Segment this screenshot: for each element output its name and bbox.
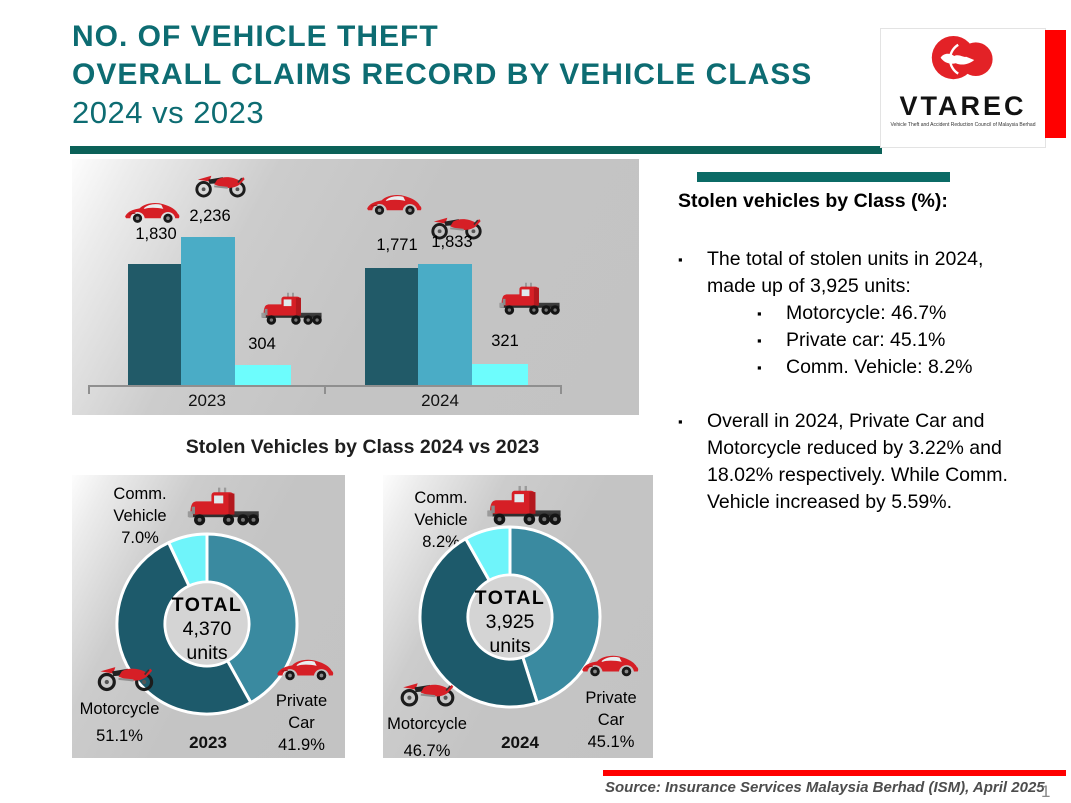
- axis-tick: [324, 385, 326, 394]
- donut-section-heading: Stolen Vehicles by Class 2024 vs 2023: [185, 436, 540, 458]
- vtarec-globe-icon: [931, 36, 993, 80]
- donut-hole: [466, 573, 554, 661]
- logo-tagline: Vehicle Theft and Accident Reduction Cou…: [890, 122, 1036, 128]
- bar-2024-motorcycle: [418, 264, 472, 385]
- bar-2023-comm-vehicle: [235, 365, 291, 385]
- title-line-3: 2024 vs 2023: [72, 95, 265, 130]
- donut-center-total: TOTAL 4,370 units: [171, 594, 243, 664]
- sub-bullet-text: Motorcycle: 46.7%: [786, 302, 947, 324]
- sub-bullet-text: Comm. Vehicle: 8.2%: [786, 356, 973, 378]
- bar-2023-private-car: [128, 264, 181, 385]
- title-line-1: NO. OF VEHICLE THEFT: [72, 20, 439, 53]
- comm-vehicle-label: Comm. Vehicle 7.0%: [113, 485, 167, 547]
- truck-icon: [248, 287, 326, 338]
- bar-value-label: 2,236: [189, 207, 231, 225]
- page-number: 1: [1041, 782, 1051, 801]
- private-car-label: Private Car 41.9%: [275, 692, 328, 754]
- donut-year-label: 2024: [501, 733, 539, 752]
- sub-bullet-item: ▪ Comm. Vehicle: 8.2%: [757, 354, 1050, 381]
- bar-value-label: 1,833: [431, 233, 473, 251]
- page-title: NO. OF VEHICLE THEFT OVERALL CLAIMS RECO…: [72, 18, 812, 132]
- bullet-item: ▪ Overall in 2024, Private Car and Motor…: [678, 408, 1050, 516]
- bullet-text: The total of stolen units in 2024, made …: [707, 248, 984, 297]
- bullet-text: Overall in 2024, Private Car and Motorcy…: [707, 410, 1008, 513]
- car-icon: [579, 643, 643, 690]
- bar-value-label: 321: [491, 332, 519, 350]
- bullet-marker: ▪: [757, 333, 762, 348]
- side-panel-bullets: ▪ The total of stolen units in 2024, mad…: [678, 246, 1050, 516]
- title-line-2: OVERALL CLAIMS RECORD BY VEHICLE CLASS: [72, 58, 813, 91]
- bar-2024-private-car: [365, 268, 418, 385]
- bar-value-label: 1,830: [135, 225, 177, 243]
- header-red-bar: [1045, 30, 1066, 138]
- side-panel-accent-bar: [697, 172, 950, 182]
- donut-2024: [418, 525, 602, 709]
- bar-chart: 1,830 2,236 304 1,771 1,833 321 2023 202…: [72, 159, 639, 415]
- bar-2023-motorcycle: [181, 237, 235, 385]
- logo-wordmark: VTAREC: [899, 91, 1027, 121]
- axis-label-2024: 2024: [421, 391, 459, 410]
- motorcycle-icon: [94, 653, 158, 700]
- sub-bullet-item: ▪ Private car: 45.1%: [757, 327, 1050, 354]
- donut-center-total: TOTAL 3,925 units: [474, 587, 546, 657]
- donut-chart-2023: Comm. Vehicle 7.0% TOTAL 4,370 units Mot…: [72, 475, 345, 758]
- axis-label-2023: 2023: [188, 391, 226, 410]
- bullet-marker: ▪: [678, 414, 683, 429]
- donut-chart-2024: Comm. Vehicle 8.2% TOTAL 3,925 units Mot…: [383, 475, 653, 760]
- bar-value-label: 304: [248, 335, 276, 353]
- footer-red-bar: [603, 770, 1066, 776]
- bar-value-label: 1,771: [376, 236, 418, 254]
- bullet-item: ▪ The total of stolen units in 2024, mad…: [678, 246, 1050, 300]
- motorcycle-icon: [397, 669, 459, 716]
- bullet-marker: ▪: [757, 360, 762, 375]
- comm-vehicle-label: Comm. Vehicle 8.2%: [414, 489, 468, 551]
- vtarec-logo: VTAREC Vehicle Theft and Accident Reduct…: [880, 28, 1046, 148]
- axis-tick: [560, 385, 562, 394]
- side-panel-heading: Stolen vehicles by Class (%):: [678, 190, 948, 212]
- title-divider: [70, 146, 882, 154]
- sub-bullet-text: Private car: 45.1%: [786, 329, 946, 351]
- bar-2024-comm-vehicle: [472, 364, 528, 385]
- axis-tick: [88, 385, 90, 394]
- bullet-marker: ▪: [678, 252, 683, 267]
- bullet-marker: ▪: [757, 306, 762, 321]
- donut-year-label: 2023: [189, 733, 227, 752]
- truck-icon: [486, 277, 564, 328]
- car-icon: [364, 183, 426, 228]
- motorcycle-label: Motorcycle 51.1%: [79, 700, 160, 745]
- source-note: Source: Insurance Services Malaysia Berh…: [605, 779, 1045, 796]
- car-icon: [274, 647, 338, 694]
- donut-hole: [163, 580, 251, 668]
- sub-bullet-item: ▪ Motorcycle: 46.7%: [757, 300, 1050, 327]
- motorcycle-icon: [192, 161, 250, 208]
- private-car-label: Private Car 45.1%: [585, 689, 637, 751]
- motorcycle-label: Motorcycle 46.7%: [387, 715, 467, 760]
